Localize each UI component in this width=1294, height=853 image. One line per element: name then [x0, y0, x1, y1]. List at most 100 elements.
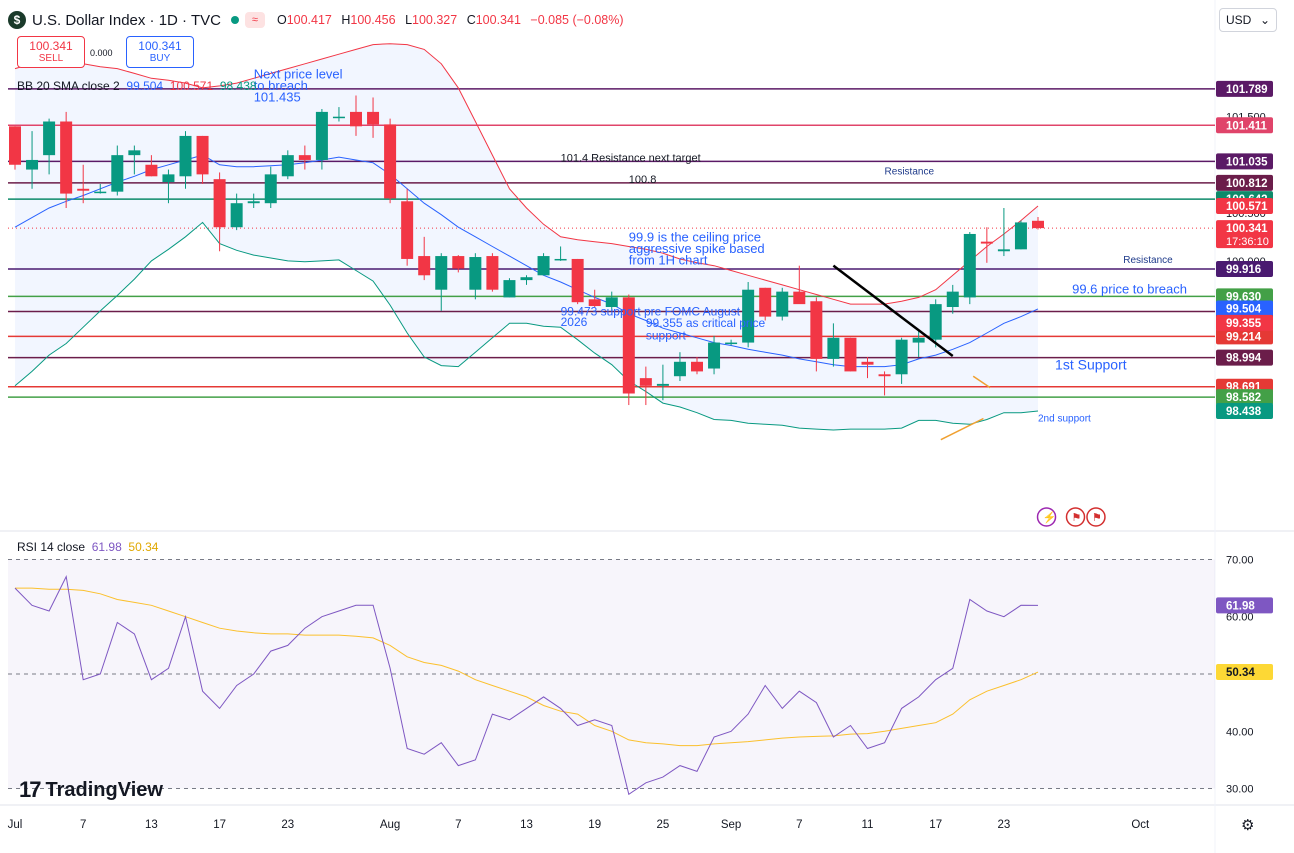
- settings-gear-icon[interactable]: ⚙: [1241, 817, 1255, 834]
- candle-up: [332, 116, 345, 119]
- time-axis-tick: 19: [588, 819, 601, 831]
- candle-up: [946, 291, 959, 308]
- rsi-axis-tick: 60.00: [1226, 612, 1254, 624]
- trend-line: [832, 264, 954, 358]
- candle-down: [759, 287, 772, 317]
- candle-up: [895, 339, 908, 375]
- price-level-tag: [1216, 349, 1273, 366]
- sell-button[interactable]: 100.341 SELL: [17, 36, 85, 68]
- rsi-axis-tick: 40.00: [1226, 726, 1254, 738]
- rsi-tag-label: 61.98: [1226, 600, 1255, 612]
- price-level-tag: [1216, 260, 1273, 277]
- candle-up: [128, 150, 141, 156]
- chevron-down-icon: ⌄: [1259, 13, 1270, 27]
- candle-up: [315, 111, 328, 160]
- data-delay-icon[interactable]: ≈: [244, 12, 265, 28]
- candle-up: [435, 256, 448, 290]
- us-flag-event-icon: [1086, 507, 1106, 527]
- chart-header: $ U.S. Dollar Index · 1D · TVC ≈ O100.41…: [8, 8, 630, 32]
- candle-up: [742, 289, 755, 343]
- price-level-tag-label: 99.916: [1226, 264, 1261, 276]
- candle-up: [725, 342, 738, 345]
- candle-up: [997, 249, 1010, 252]
- ohlc-readout: O100.417 H100.456 L100.327 C100.341 −0.0…: [276, 13, 624, 27]
- price-level-tag-label: 99.630: [1226, 291, 1261, 303]
- time-axis-tick: 23: [281, 819, 294, 831]
- candle-down: [60, 121, 73, 194]
- indicator-tag-label: 100.571: [1226, 201, 1268, 213]
- candle-up: [520, 277, 533, 281]
- price-level-tag: [1216, 389, 1273, 406]
- candle-down: [639, 378, 652, 386]
- price-level-tag: [1216, 174, 1273, 191]
- candle-down: [622, 297, 635, 394]
- indicator-tag-countdown: 17:36:10: [1226, 236, 1269, 248]
- tradingview-logo[interactable]: 17 TradingView: [19, 777, 163, 803]
- currency-selector[interactable]: USD ⌄: [1219, 8, 1277, 32]
- rsi-line: [14, 574, 1039, 796]
- candle-down: [418, 256, 431, 276]
- time-axis-tick: 7: [796, 819, 802, 831]
- chart-annotation: 99.473 support pre FOMC August: [561, 305, 741, 319]
- rsi-axis-tick: 30.00: [1226, 784, 1254, 796]
- chart-annotation: to breach: [254, 78, 308, 93]
- candle-up: [827, 337, 840, 359]
- candle-up: [503, 280, 516, 298]
- rsi-ma-value: 50.34: [128, 540, 159, 554]
- chart-annotation: from 1H chart: [629, 253, 708, 268]
- time-axis-tick: 25: [657, 819, 670, 831]
- price-level-tag-label: 101.411: [1226, 120, 1268, 132]
- tradingview-mark-icon: 17: [19, 777, 42, 802]
- candle-up: [111, 155, 124, 192]
- candle-up: [656, 383, 669, 386]
- indicator-tag-label: 99.504: [1226, 304, 1262, 316]
- candle-down: [844, 337, 857, 372]
- time-axis-tick: 17: [213, 819, 226, 831]
- candle-up: [94, 191, 107, 194]
- price-level-tag-label: 100.812: [1226, 178, 1268, 190]
- chart-annotation: 99.355 as critical price: [646, 316, 766, 330]
- time-axis-tick: 7: [80, 819, 86, 831]
- candle-down: [452, 256, 465, 269]
- buy-button[interactable]: 100.341 BUY: [126, 36, 194, 68]
- candle-down: [691, 361, 703, 372]
- candle-up: [26, 159, 39, 170]
- chart-annotation: 2nd support: [1038, 413, 1091, 424]
- market-open-icon: [230, 16, 239, 24]
- sell-label: SELL: [38, 53, 64, 64]
- time-axis-tick: 13: [520, 819, 533, 831]
- candle-up: [912, 337, 925, 343]
- candle-down: [145, 164, 158, 177]
- buy-price: 100.341: [138, 39, 182, 53]
- indicator-tag: [1216, 300, 1273, 317]
- candle-down: [980, 241, 993, 244]
- candle-up: [929, 304, 942, 340]
- indicator-tag-label: 100.341: [1226, 223, 1268, 235]
- sell-price: 100.341: [29, 39, 73, 53]
- bollinger-legend[interactable]: BB 20 SMA close 2 99.504 100.571 98.438: [17, 79, 257, 93]
- indicator-tag: [1216, 403, 1273, 420]
- candle-down: [367, 111, 380, 125]
- candle-down: [571, 258, 584, 303]
- chart-annotation: support: [646, 329, 687, 343]
- symbol-title[interactable]: U.S. Dollar Index · 1D · TVC: [32, 11, 221, 29]
- indicator-tag: [1216, 197, 1273, 214]
- dollar-logo-icon: $: [8, 11, 26, 29]
- time-axis-tick: 13: [145, 819, 158, 831]
- candle-down: [9, 126, 21, 165]
- time-axis-tick: Oct: [1131, 819, 1150, 831]
- indicator-tag: [1216, 314, 1273, 331]
- rsi-axis-tick: 70.00: [1226, 554, 1254, 566]
- chart-annotation: Resistance: [885, 166, 935, 177]
- candle-up: [605, 297, 618, 308]
- price-level-tag: [1216, 153, 1273, 170]
- candle-down: [861, 361, 874, 365]
- time-axis-tick: 11: [862, 819, 874, 831]
- price-level-tag: [1216, 328, 1273, 345]
- candle-up: [264, 174, 277, 204]
- bb-basis-value: 99.504: [126, 79, 164, 93]
- rsi-legend[interactable]: RSI 14 close 61.98 50.34: [17, 540, 158, 554]
- candle-up: [673, 361, 686, 377]
- time-axis-tick: 17: [929, 819, 942, 831]
